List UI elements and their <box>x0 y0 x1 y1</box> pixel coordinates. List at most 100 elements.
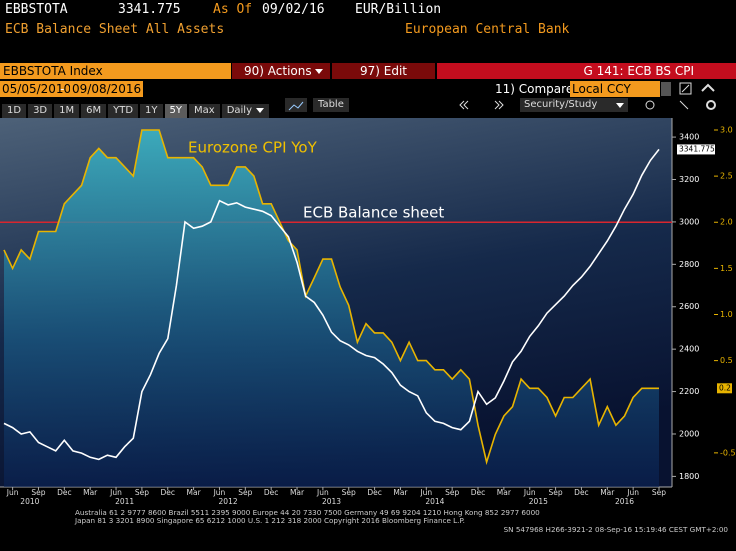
collapse-icon[interactable] <box>701 83 715 92</box>
x-tick-label: Dec <box>57 488 72 497</box>
edit-icon-stroke <box>681 84 690 93</box>
x-tick-label: Sep <box>652 488 666 497</box>
annotation: Eurozone CPI YoY <box>188 139 318 157</box>
actions-label: 90) Actions <box>244 64 312 78</box>
security-field[interactable]: EBBSTOTA Index <box>0 63 231 79</box>
as-of-label: As Of <box>213 2 253 17</box>
units: EUR/Billion <box>355 2 442 17</box>
y-tick-label: 3400 <box>679 133 699 142</box>
chart-icon <box>288 101 304 111</box>
y2-tick-label: 2.0 <box>720 218 733 227</box>
range-button[interactable]: YTD <box>108 104 139 118</box>
dropdown-arrow <box>256 107 265 113</box>
x-tick-label: Jun <box>213 488 226 497</box>
security-study-button[interactable]: Security/Study <box>520 98 628 112</box>
last-value-tag <box>677 144 715 155</box>
line <box>3 129 659 466</box>
footer-sn: SN 547968 H266-3921-2 08-Sep-16 15:19:46… <box>504 525 729 534</box>
prev-icon[interactable] <box>459 100 465 110</box>
x-tick-label: Jun <box>109 488 122 497</box>
edit-button[interactable]: 97) Edit <box>332 63 451 79</box>
security-study-label: Security/Study <box>524 99 598 110</box>
end-date[interactable]: 09/08/2016 <box>70 81 144 97</box>
frequency-button[interactable]: Daily <box>221 104 270 118</box>
compare-dropdown[interactable] <box>661 82 671 96</box>
page-title-bar: G 141: ECB BS CPI <box>437 63 736 79</box>
chart-view-button[interactable] <box>285 98 307 112</box>
compare-label[interactable]: 11) Compare <box>495 82 574 96</box>
dropdown-arrow <box>315 69 324 74</box>
ticker: EBBSTOTA <box>5 2 68 17</box>
y2-tick-label: 2.5 <box>720 172 733 181</box>
description: ECB Balance Sheet All Assets <box>5 22 225 37</box>
y2-tick-label: 1.0 <box>720 310 733 319</box>
range-button[interactable]: 1Y <box>140 104 163 118</box>
x-tick-label: Mar <box>83 488 98 497</box>
x-year-label: 2016 <box>615 497 634 506</box>
x-tick-label: Sep <box>238 488 252 497</box>
x-tick-label: Mar <box>497 488 512 497</box>
actions-button[interactable]: 90) Actions <box>232 63 330 79</box>
x-tick-label: Sep <box>31 488 45 497</box>
x-tick-label: Mar <box>187 488 202 497</box>
y2-tick-label: 1.5 <box>720 264 733 273</box>
start-date[interactable]: 05/05/2010 <box>0 81 74 97</box>
range-button[interactable]: 3D <box>28 104 53 118</box>
as-of-date: 09/02/16 <box>262 2 325 17</box>
range-buttons: 1D 3D 1M 6M YTD 1Y 5Y Max Daily <box>2 98 271 118</box>
y-tick-label: 2200 <box>679 387 699 396</box>
x-tick-label: Dec <box>471 488 486 497</box>
x-tick-label: Dec <box>160 488 175 497</box>
range-button[interactable]: 5Y <box>164 104 188 118</box>
y-tick-label: 2800 <box>679 260 699 269</box>
annotation: ECB Balance sheet <box>303 204 444 222</box>
y-tick-label: 2000 <box>679 429 699 438</box>
x-tick-label: Dec <box>264 488 279 497</box>
y-tick-label: 1800 <box>679 472 699 481</box>
y-tick-label: 2600 <box>679 302 699 311</box>
next-icon[interactable] <box>498 100 504 110</box>
x-tick-label: Mar <box>393 488 408 497</box>
footer-line: Australia 61 2 9777 8600 Brazil 5511 239… <box>75 508 540 517</box>
range-button[interactable]: Max <box>189 104 220 118</box>
footer-line: Japan 81 3 3201 8900 Singapore 65 6212 1… <box>74 516 465 525</box>
x-tick-label: Jun <box>419 488 432 497</box>
y2-tick-label: -0.5 <box>720 448 736 457</box>
last-value-tag <box>717 383 732 394</box>
y-tick-label: 3200 <box>679 175 699 184</box>
compare-field[interactable]: Local CCY <box>570 81 660 97</box>
range-button[interactable]: 6M <box>81 104 107 118</box>
x-tick-label: Dec <box>367 488 382 497</box>
x-tick-label: Jun <box>523 488 536 497</box>
table-button[interactable]: Table <box>313 98 349 112</box>
edit-label: 97) Edit <box>360 64 408 78</box>
last-value-label: 3341.775 <box>679 144 715 153</box>
range-button[interactable]: 1M <box>54 104 80 118</box>
x-tick-label: Sep <box>135 488 149 497</box>
x-year-label: 2014 <box>425 497 444 506</box>
x-tick-label: Mar <box>600 488 615 497</box>
x-tick-label: Sep <box>549 488 563 497</box>
prev-icon[interactable] <box>463 100 469 110</box>
navigation <box>459 100 504 110</box>
x-tick-label: Jun <box>316 488 329 497</box>
last-value: 3341.775 <box>118 2 181 17</box>
next-icon[interactable] <box>494 100 500 110</box>
edit-icon[interactable] <box>679 82 692 95</box>
x-year-label: 2011 <box>115 497 134 506</box>
dropdown-arrow <box>616 103 624 108</box>
page-title: G 141: ECB BS CPI <box>583 64 695 78</box>
x-tick-label: Sep <box>445 488 459 497</box>
x-tick-label: Jun <box>6 488 19 497</box>
x-year-label: 2012 <box>219 497 238 506</box>
x-tick-label: Jun <box>626 488 639 497</box>
x-tick-label: Dec <box>574 488 589 497</box>
chart-icon-line <box>288 101 304 111</box>
zoom-icon[interactable] <box>645 100 655 110</box>
range-button[interactable]: 1D <box>2 104 27 118</box>
settings-icon[interactable] <box>706 100 716 110</box>
x-tick-label: Sep <box>342 488 356 497</box>
y-tick-label: 2400 <box>679 345 699 354</box>
draw-icon[interactable] <box>679 100 689 110</box>
